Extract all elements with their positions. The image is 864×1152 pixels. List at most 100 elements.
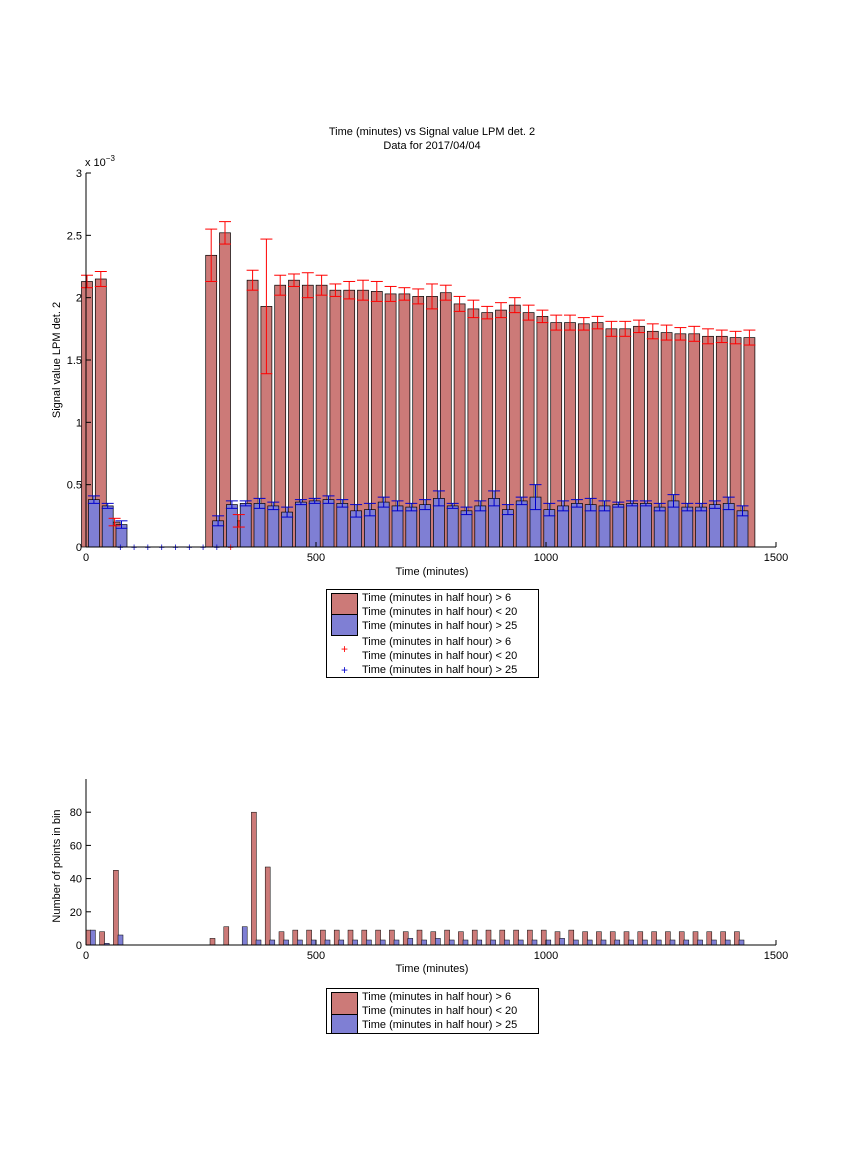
signal-red-errorbar (260, 238, 273, 375)
count-red-bar (637, 931, 644, 946)
legend-marker-blue: + (340, 663, 348, 677)
signal-blue-bar (446, 505, 459, 548)
y-tick-label: 0 (76, 542, 82, 554)
signal-blue-bar (419, 504, 431, 548)
signal-blue-bar (377, 501, 390, 548)
chart-title: Time (minutes) vs Signal value LPM det. … (329, 126, 535, 138)
signal-blue-errorbar (446, 502, 459, 509)
signal-blue-bar (571, 503, 583, 548)
count-blue-bar (504, 939, 510, 946)
count-red-bar (251, 811, 257, 946)
x-axis-label-2: Time (minutes) (396, 963, 469, 975)
legend-entry: + Time (minutes in half hour) > 25 (331, 663, 534, 677)
count-blue-bar (711, 939, 717, 946)
signal-red-errorbar (412, 288, 425, 305)
signal-blue-errorbar (363, 502, 376, 517)
count-red-bar (651, 931, 657, 946)
signal-blue-errorbar (281, 506, 294, 518)
count-red-bar (430, 931, 437, 946)
signal-blue-bar (308, 500, 321, 548)
count-blue-bar (628, 939, 634, 946)
count-red-bar (692, 931, 699, 946)
count-blue-bar (669, 939, 676, 946)
count-red-bar (499, 929, 506, 946)
plus-marker: + (158, 542, 164, 554)
count-red-bar (540, 929, 547, 946)
signal-red-errorbar (522, 304, 535, 321)
count-red-bar (113, 870, 119, 946)
signal-axes: 0 500 1000 1500 0 0.5 1 1.5 2 2.5 3 (67, 168, 789, 564)
signal-red-errorbar (550, 314, 563, 331)
signal-red-errorbar (743, 329, 756, 346)
signal-red-errorbar (633, 319, 645, 334)
count-blue-bar (476, 939, 483, 946)
signal-blue-bar (612, 504, 625, 548)
signal-red-errorbar (205, 228, 218, 282)
signal-red-errorbar (301, 272, 314, 299)
signal-red-bar (219, 232, 231, 548)
count-blue-bar (283, 939, 289, 946)
signal-red-errorbar (232, 514, 245, 528)
legend-entry: Time (minutes in half hour) > 6 Time (mi… (331, 990, 534, 1018)
signal-blue-errorbar (474, 500, 487, 512)
signal-red-errorbar (274, 274, 287, 296)
count-red-bar (99, 931, 105, 946)
signal-blue-errorbar (101, 502, 114, 509)
signal-blue-errorbar (239, 500, 252, 507)
signal-chart: Time (minutes) vs Signal value LPM det. … (51, 126, 788, 578)
legend-label: Time (minutes in half hour) > 6 Time (mi… (362, 991, 518, 1017)
signal-blue-errorbar (639, 500, 652, 507)
count-blue-bar (448, 939, 455, 946)
signal-red-errorbar (495, 302, 507, 319)
count-blue-bar (655, 939, 662, 946)
x-axis-label: Time (minutes) (396, 566, 469, 578)
count-red-bar (444, 929, 450, 946)
signal-blue-errorbar (253, 497, 266, 509)
signal-blue-bar (640, 503, 652, 548)
count-red-bar (347, 929, 354, 946)
signal-blue-errorbar (419, 499, 432, 511)
count-bars (85, 811, 745, 946)
legend-label: Time (minutes in half hour) > 6 Time (mi… (362, 592, 518, 618)
signal-blue-bar (267, 505, 280, 548)
signal-blue-bar (557, 505, 569, 548)
signal-blue-errorbar (653, 502, 666, 512)
signal-red-errorbar (108, 517, 121, 527)
signal-blue-errorbar (212, 515, 225, 527)
count-red-bar (623, 931, 630, 946)
count-blue-bar (462, 939, 469, 946)
count-blue-bar (379, 939, 386, 946)
signal-blue-bar (101, 505, 114, 548)
count-red-bar (389, 929, 395, 946)
count-red-bar (458, 931, 464, 946)
signal-blue-bar (695, 506, 707, 548)
count-blue-bar (90, 929, 96, 946)
signal-red-errorbar (357, 279, 369, 301)
signal-blue-bar (226, 504, 238, 548)
legend-top: Time (minutes in half hour) > 6 Time (mi… (326, 589, 539, 678)
plus-marker: + (145, 542, 151, 554)
signal-blue-errorbar (322, 495, 335, 504)
count-red-bar (375, 929, 381, 946)
signal-blue-errorbar (543, 502, 556, 517)
count-blue-bar (241, 926, 248, 946)
count-red-bar (678, 931, 685, 946)
signal-red-errorbar (329, 283, 342, 297)
x-tick-label: 500 (307, 552, 325, 564)
signal-blue-errorbar (598, 500, 611, 512)
signal-blue-errorbar (570, 499, 583, 508)
count-blue-bar (324, 939, 331, 946)
count-blue-bar (269, 939, 276, 946)
legend-swatch-blue (331, 614, 358, 636)
signal-red-errorbar (564, 314, 576, 331)
signal-red-bar (205, 254, 218, 548)
plus-marker: + (117, 542, 123, 554)
legend-swatch-red (331, 992, 358, 1016)
signal-blue-bar (474, 505, 487, 548)
count-red-bar (209, 938, 216, 946)
x-tick-label-2: 1000 (534, 950, 558, 962)
count-red-bar (402, 931, 409, 946)
signal-blue-errorbar (377, 496, 390, 508)
signal-blue-bar (295, 501, 307, 548)
